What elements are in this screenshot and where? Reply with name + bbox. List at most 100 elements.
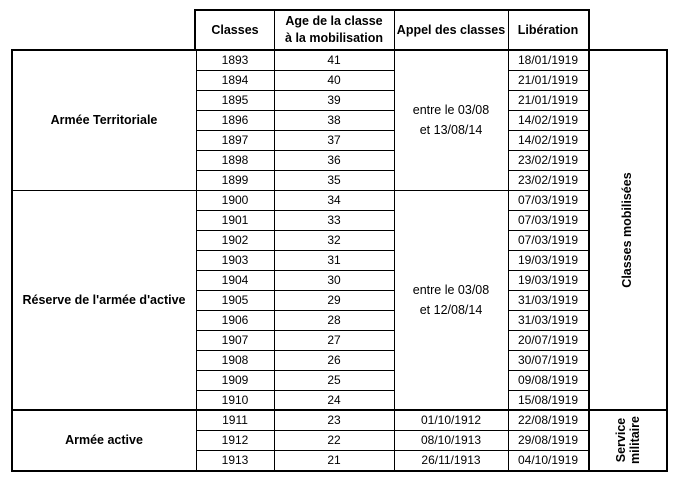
grid-line: [508, 350, 588, 351]
classe-cell: 1899: [221, 173, 249, 187]
grid-line: [508, 10, 509, 50]
classe-cell: 1900: [221, 193, 249, 207]
classe-cell: 1896: [221, 113, 249, 127]
classe-cell: 1908: [221, 353, 249, 367]
grid-line: [508, 70, 588, 71]
liberation-cell: 23/02/1919: [517, 173, 579, 187]
side-label-service-line2: militaire: [628, 416, 642, 464]
appel-territoriale-line2: et 13/08/14: [419, 123, 483, 137]
grid-line: [508, 450, 588, 451]
group-reserve-armee-active: Réserve de l'armée d'active: [22, 292, 186, 307]
side-label-service-militaire: Service militaire: [613, 410, 645, 470]
classe-cell: 1904: [221, 273, 249, 287]
grid-line: [274, 50, 275, 470]
liberation-cell: 29/08/1919: [517, 433, 579, 447]
grid-line: [588, 50, 590, 470]
liberation-cell: 31/03/1919: [517, 293, 579, 307]
classe-cell: 1907: [221, 333, 249, 347]
grid-line: [196, 50, 197, 470]
grid-line: [508, 310, 588, 311]
liberation-cell: 22/08/1919: [517, 413, 579, 427]
classe-cell: 1893: [221, 53, 249, 67]
grid-line: [196, 230, 394, 231]
grid-line: [508, 170, 588, 171]
liberation-cell: 18/01/1919: [517, 53, 579, 67]
liberation-cell: 20/07/1919: [517, 333, 579, 347]
classe-cell: 1901: [221, 213, 249, 227]
grid-line: [196, 130, 394, 131]
grid-line: [196, 110, 394, 111]
appel-territoriale-line1: entre le 03/08: [412, 103, 490, 117]
grid-line: [196, 390, 394, 391]
grid-line: [196, 270, 394, 271]
grid-line: [508, 330, 588, 331]
appel-cell: 01/10/1912: [420, 413, 482, 427]
liberation-cell: 04/10/1919: [517, 453, 579, 467]
grid-line: [196, 250, 394, 251]
age-cell: 39: [327, 93, 341, 107]
liberation-cell: 07/03/1919: [517, 233, 579, 247]
age-cell: 25: [327, 373, 341, 387]
grid-line: [508, 290, 588, 291]
liberation-cell: 21/01/1919: [517, 93, 579, 107]
liberation-cell: 19/03/1919: [517, 253, 579, 267]
age-cell: 24: [327, 393, 341, 407]
grid-line: [196, 190, 394, 191]
grid-line: [508, 130, 588, 131]
age-cell: 35: [327, 173, 341, 187]
age-cell: 37: [327, 133, 341, 147]
classe-cell: 1903: [221, 253, 249, 267]
classe-cell: 1910: [221, 393, 249, 407]
classe-cell: 1909: [221, 373, 249, 387]
classe-cell: 1894: [221, 73, 249, 87]
grid-line: [196, 370, 394, 371]
classe-cell: 1895: [221, 93, 249, 107]
classe-cell: 1911: [222, 413, 248, 427]
grid-line: [508, 150, 588, 151]
liberation-cell: 30/07/1919: [517, 353, 579, 367]
grid-line: [508, 230, 588, 231]
liberation-cell: 15/08/1919: [517, 393, 579, 407]
classe-cell: 1912: [221, 433, 249, 447]
grid-line: [588, 9, 590, 51]
grid-line: [394, 450, 508, 451]
age-cell: 34: [327, 193, 341, 207]
header-age: Age de la classe à la mobilisation: [274, 10, 394, 50]
liberation-cell: 07/03/1919: [517, 193, 579, 207]
grid-line: [196, 310, 394, 311]
age-cell: 36: [327, 153, 341, 167]
classe-cell: 1906: [221, 313, 249, 327]
grid-line: [196, 70, 394, 71]
grid-line: [394, 430, 508, 431]
age-cell: 26: [327, 353, 341, 367]
grid-line: [394, 50, 395, 470]
appel-reserve-line2: et 12/08/14: [419, 303, 483, 317]
grid-line: [508, 110, 588, 111]
grid-line: [12, 190, 196, 191]
grid-line: [666, 49, 668, 472]
grid-line: [196, 170, 394, 171]
liberation-cell: 23/02/1919: [517, 153, 579, 167]
grid-line: [508, 370, 588, 371]
header-age-line1: Age de la classe: [285, 14, 383, 29]
header-appel: Appel des classes: [396, 22, 506, 37]
liberation-cell: 14/02/1919: [517, 113, 579, 127]
classe-cell: 1905: [221, 293, 249, 307]
appel-cell: 26/11/1913: [421, 453, 481, 467]
grid-line: [196, 430, 394, 431]
age-cell: 28: [327, 313, 341, 327]
header-liberation: Libération: [517, 22, 579, 37]
grid-line: [196, 210, 394, 211]
grid-line: [508, 270, 588, 271]
age-cell: 30: [327, 273, 341, 287]
header-classes: Classes: [211, 22, 259, 37]
grid-line: [12, 409, 668, 411]
age-cell: 27: [327, 333, 341, 347]
grid-line: [394, 10, 395, 50]
age-cell: 38: [327, 113, 341, 127]
liberation-cell: 31/03/1919: [517, 313, 579, 327]
age-cell: 40: [327, 73, 341, 87]
appel-reserve: entre le 03/08 et 12/08/14: [394, 190, 508, 410]
grid-line: [196, 290, 394, 291]
appel-territoriale: entre le 03/08 et 13/08/14: [394, 50, 508, 190]
